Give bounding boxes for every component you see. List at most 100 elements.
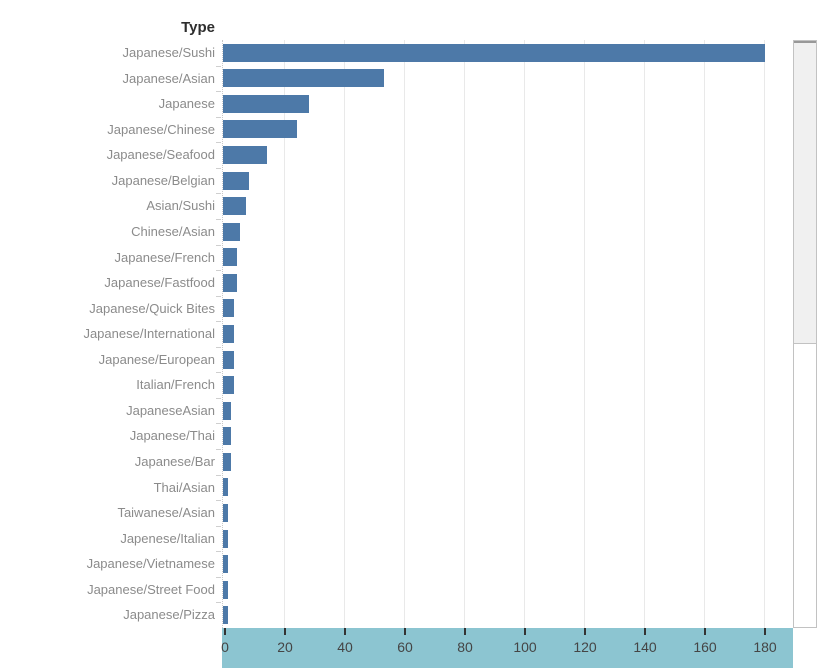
category-label[interactable]: Japenese/Italian xyxy=(120,530,215,546)
bar[interactable] xyxy=(223,94,309,113)
category-boundary-tick xyxy=(216,193,221,195)
x-axis-tick xyxy=(584,628,586,635)
category-boundary-tick xyxy=(216,244,221,246)
bar[interactable] xyxy=(223,273,237,292)
x-axis-tick xyxy=(344,628,346,635)
bar[interactable] xyxy=(223,120,297,139)
category-boundary-tick xyxy=(216,372,221,374)
bar[interactable] xyxy=(223,299,234,318)
x-axis-tick-label: 0 xyxy=(221,639,229,655)
bar[interactable] xyxy=(223,248,237,267)
category-boundary-tick xyxy=(216,576,221,578)
category-label[interactable]: Japanese/Fastfood xyxy=(104,275,215,291)
bar[interactable] xyxy=(223,580,228,599)
x-axis-tick xyxy=(224,628,226,635)
column-field-label: Type xyxy=(181,19,215,36)
category-boundary-tick xyxy=(216,397,221,399)
category-label[interactable]: Japanese xyxy=(158,96,215,112)
bar[interactable] xyxy=(223,197,246,216)
category-boundary-tick xyxy=(216,91,221,93)
category-label[interactable]: Japanese/International xyxy=(83,326,215,342)
category-label[interactable]: Italian/French xyxy=(136,377,215,393)
category-boundary-tick xyxy=(216,500,221,502)
bar[interactable] xyxy=(223,171,249,190)
category-boundary-tick xyxy=(216,295,221,297)
x-axis-tick xyxy=(524,628,526,635)
bar[interactable] xyxy=(223,478,228,497)
bar[interactable] xyxy=(223,529,228,548)
gridline xyxy=(764,40,765,628)
category-boundary-tick xyxy=(216,65,221,67)
bar[interactable] xyxy=(223,376,234,395)
x-axis-tick-label: 180 xyxy=(753,639,777,655)
x-axis-tick-label: 120 xyxy=(573,639,597,655)
category-boundary-tick xyxy=(216,449,221,451)
category-boundary-tick xyxy=(216,142,221,144)
category-label[interactable]: Japanese/Pizza xyxy=(123,607,215,623)
scrollbar-thumb[interactable] xyxy=(794,41,816,344)
category-label[interactable]: Japanese/Bar xyxy=(134,454,215,470)
gridline xyxy=(644,40,645,628)
bar[interactable] xyxy=(223,69,384,88)
bar[interactable] xyxy=(223,555,228,574)
x-axis-tick-label: 40 xyxy=(337,639,353,655)
category-boundary-tick xyxy=(216,218,221,220)
category-label[interactable]: Japanese/European xyxy=(98,351,215,367)
category-label[interactable]: Japanese/Thai xyxy=(129,428,215,444)
plot-area xyxy=(222,40,793,628)
gridline xyxy=(464,40,465,628)
category-boundary-tick xyxy=(216,423,221,425)
category-label[interactable]: Japanese/Chinese xyxy=(107,121,215,137)
category-boundary-tick xyxy=(216,602,221,604)
bar[interactable] xyxy=(223,325,234,343)
bar[interactable] xyxy=(223,503,228,522)
x-axis-band: 0 20 40 60 80 100 120 140 160 180 xyxy=(221,628,793,668)
gridline xyxy=(404,40,405,628)
category-label[interactable]: Japanese/Street Food xyxy=(87,581,215,597)
x-axis-tick-label: 160 xyxy=(693,639,717,655)
bar[interactable] xyxy=(223,427,231,446)
x-axis-tick-label: 140 xyxy=(633,639,657,655)
category-axis: Japanese/Sushi Japanese/Asian Japanese Japa… xyxy=(0,40,221,628)
category-label[interactable]: Japanese/Asian xyxy=(122,70,215,86)
bar[interactable] xyxy=(223,350,234,369)
bar[interactable] xyxy=(223,452,231,471)
category-label[interactable]: Chinese/Asian xyxy=(131,223,215,239)
category-label[interactable]: Japanese/Belgian xyxy=(111,172,215,188)
category-boundary-tick xyxy=(216,116,221,118)
category-label[interactable]: Japanese/French xyxy=(114,249,215,265)
category-boundary-tick xyxy=(216,474,221,476)
bar[interactable] xyxy=(223,146,267,165)
x-axis-tick xyxy=(704,628,706,635)
category-label[interactable]: Asian/Sushi xyxy=(146,198,215,214)
x-axis-tick-label: 60 xyxy=(397,639,413,655)
bar[interactable] xyxy=(223,606,228,625)
x-axis-tick-label: 100 xyxy=(513,639,537,655)
category-label[interactable]: Japanese/Quick Bites xyxy=(89,300,215,316)
category-boundary-tick xyxy=(216,270,221,272)
x-axis-tick xyxy=(764,628,766,635)
category-label[interactable]: Japanese/Seafood xyxy=(106,147,215,163)
x-axis-tick-label: 80 xyxy=(457,639,473,655)
category-boundary-tick xyxy=(216,551,221,553)
category-label[interactable]: Thai/Asian xyxy=(153,479,215,495)
category-label[interactable]: Japanese/Sushi xyxy=(122,45,215,60)
gridline xyxy=(344,40,345,628)
category-boundary-tick xyxy=(216,525,221,527)
x-axis-tick xyxy=(404,628,406,635)
category-label[interactable]: JapaneseAsian xyxy=(126,402,215,418)
vertical-scrollbar[interactable] xyxy=(793,40,817,628)
x-axis-tick xyxy=(644,628,646,635)
bar[interactable] xyxy=(223,222,240,241)
gridline xyxy=(584,40,585,628)
category-label[interactable]: Japanese/Vietnamese xyxy=(86,556,215,572)
bar[interactable] xyxy=(223,401,231,420)
bar[interactable] xyxy=(223,43,765,62)
category-label[interactable]: Taiwanese/Asian xyxy=(117,505,215,521)
x-axis-tick xyxy=(464,628,466,635)
gridline xyxy=(284,40,285,628)
x-axis-tick xyxy=(284,628,286,635)
category-boundary-tick xyxy=(216,321,221,323)
x-axis-tick-label: 20 xyxy=(277,639,293,655)
